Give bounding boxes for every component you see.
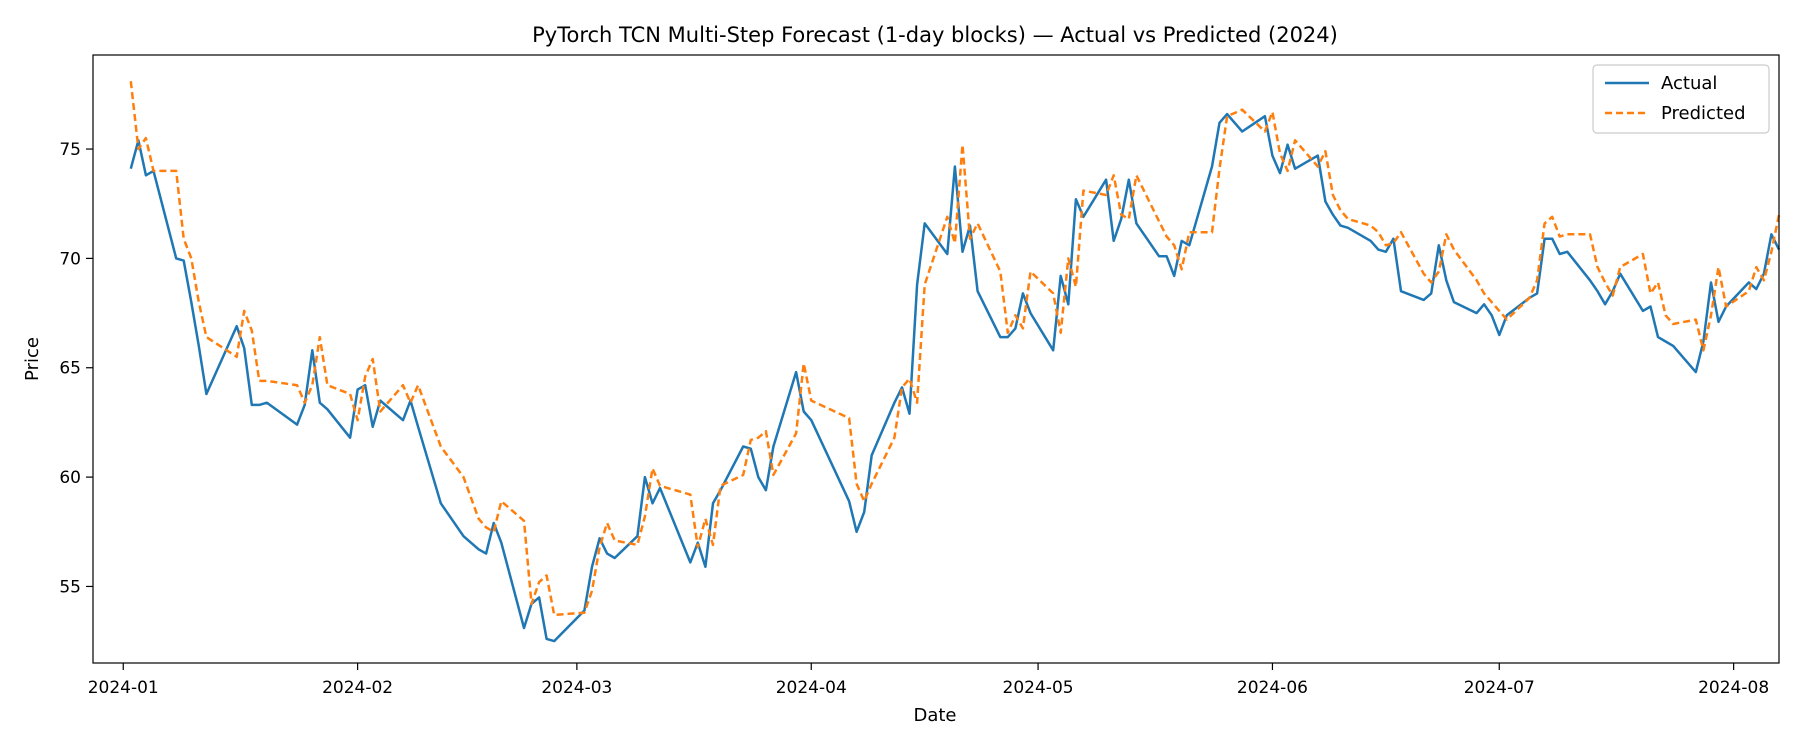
x-axis-label: Date — [913, 705, 956, 726]
x-tick-label: 2024-02 — [322, 678, 393, 698]
x-tick-label: 2024-08 — [1698, 678, 1769, 698]
y-tick-label: 60 — [59, 468, 81, 488]
x-tick-label: 2024-01 — [88, 678, 159, 698]
plot-frame — [92, 54, 1780, 664]
series-line-predicted — [129, 81, 1781, 617]
x-tick-label: 2024-06 — [1237, 678, 1308, 698]
x-tick-label: 2024-03 — [541, 678, 612, 698]
y-tick-label: 65 — [59, 359, 81, 379]
legend: Actual Predicted — [1592, 64, 1770, 134]
y-tick-label: 55 — [59, 577, 81, 597]
series-line-actual — [129, 112, 1781, 643]
x-tick-label: 2024-04 — [776, 678, 847, 698]
x-axis: 2024-01 2024-02 2024-03 2024-04 2024-05 2024-… — [88, 663, 1769, 698]
x-tick-label: 2024-07 — [1464, 678, 1535, 698]
series-lines — [129, 81, 1781, 643]
y-axis-label: Price — [22, 337, 43, 381]
y-tick-label: 70 — [59, 249, 81, 269]
y-tick-label: 75 — [59, 140, 81, 160]
x-tick-label: 2024-05 — [1003, 678, 1074, 698]
chart-title: PyTorch TCN Multi-Step Forecast (1-day b… — [532, 23, 1338, 47]
legend-label-actual: Actual — [1661, 73, 1717, 94]
legend-label-predicted: Predicted — [1661, 103, 1746, 124]
plot-area — [93, 55, 1779, 663]
y-axis: 55 60 65 70 75 — [59, 140, 93, 597]
